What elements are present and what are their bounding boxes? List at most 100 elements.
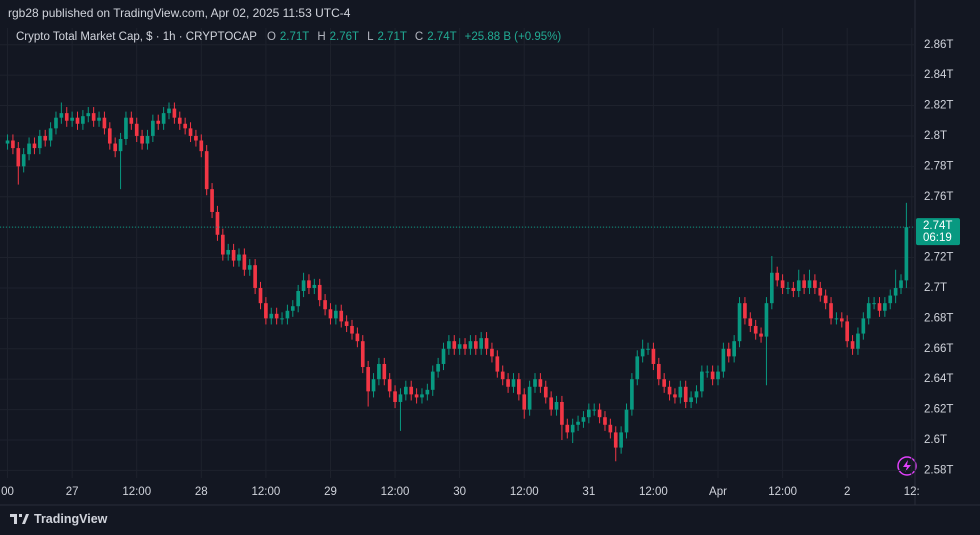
published-note: rgb28 published on TradingView.com, Apr … <box>8 6 351 20</box>
candle-body <box>21 154 26 167</box>
candle-body <box>613 432 618 448</box>
candle-body <box>468 341 473 349</box>
candle-body <box>700 371 704 392</box>
candle-body <box>780 280 785 288</box>
candle-body <box>145 135 150 144</box>
candle-body <box>640 348 645 357</box>
y-tick-label: 2.58T <box>924 464 953 476</box>
candle-body <box>344 321 349 326</box>
candle-body <box>527 386 532 410</box>
y-tick-label: 2.8T <box>924 130 947 142</box>
candle-body <box>220 234 225 255</box>
candle-body <box>447 341 451 349</box>
x-tick-label: 12:00 <box>639 486 668 498</box>
candle-body <box>59 113 64 118</box>
candle-body <box>866 303 871 319</box>
candle-body <box>839 318 844 322</box>
candle-body <box>883 303 887 311</box>
candle-body <box>371 379 376 392</box>
candle-body <box>802 280 806 288</box>
price-tag-countdown: 06:19 <box>923 232 952 244</box>
brand: TradingView <box>10 512 107 526</box>
y-tick-label: 2.84T <box>924 69 953 81</box>
candle-body <box>253 265 257 288</box>
candle-body <box>167 108 171 114</box>
candle-body <box>430 371 435 390</box>
candle-body <box>97 117 101 121</box>
candle-body <box>382 363 387 380</box>
candle-body <box>280 318 284 320</box>
candle-body <box>210 189 214 212</box>
candle-body <box>813 280 817 288</box>
candle-body <box>807 280 812 288</box>
candle-body <box>54 117 58 129</box>
candle-body <box>732 341 736 357</box>
candle-body <box>377 363 381 380</box>
alert-icon[interactable] <box>897 456 917 476</box>
candle-body <box>188 128 193 136</box>
candle-body <box>140 135 144 144</box>
candle-body <box>565 424 570 433</box>
candle-body <box>743 303 747 319</box>
candle-body <box>753 325 758 334</box>
candle-body <box>457 344 462 349</box>
legend-value: 2.71T <box>377 31 407 43</box>
candle-body <box>118 138 123 152</box>
candle-body <box>409 386 414 395</box>
candle-body <box>43 135 48 141</box>
candle-body <box>32 143 37 149</box>
x-tick-label: 27 <box>66 486 79 498</box>
candle-body <box>500 371 505 380</box>
candle-body <box>479 338 484 349</box>
candle-body <box>893 287 898 296</box>
candle-body <box>624 409 629 433</box>
legend-change: +25.88 B (+0.95%) <box>464 31 562 43</box>
y-tick-label: 2.78T <box>924 160 953 172</box>
candle-body <box>904 227 909 281</box>
price-tag-label: 2.74T <box>923 220 952 232</box>
candle-body <box>420 394 424 398</box>
candle-body <box>393 391 397 402</box>
candle-body <box>124 117 128 139</box>
candle-body <box>307 280 311 288</box>
legend-value: 2.74T <box>427 31 457 43</box>
candle-body <box>156 120 161 124</box>
candle-body <box>129 117 134 124</box>
candle-body <box>290 306 295 311</box>
candle-body <box>27 143 31 155</box>
candle-body <box>630 379 634 410</box>
candle-body <box>764 303 769 337</box>
candle-body <box>91 113 96 121</box>
y-tick-label: 2.82T <box>924 100 953 112</box>
candle-body <box>769 272 774 304</box>
candle-body <box>215 211 220 235</box>
candle-body <box>656 363 661 380</box>
candle-body <box>102 117 107 129</box>
candle-body <box>264 303 268 319</box>
candle-body <box>586 409 591 418</box>
candle-body <box>818 287 823 296</box>
candle-body <box>786 287 790 289</box>
x-tick-label: 00 <box>1 486 14 498</box>
candle-body <box>721 348 726 372</box>
symbol-title: Crypto Total Market Cap, $ · 1h · CRYPTO… <box>16 31 257 43</box>
candle-body <box>872 303 876 305</box>
x-tick-label: 30 <box>453 486 466 498</box>
candle-body <box>5 140 10 144</box>
candle-body <box>517 379 521 395</box>
x-tick-label: 2 <box>844 486 850 498</box>
candle-body <box>829 303 833 319</box>
candle-body <box>334 310 338 319</box>
candle-body <box>134 123 139 136</box>
candle-body <box>511 379 516 387</box>
candle-body <box>113 143 118 152</box>
candle-body <box>161 113 166 124</box>
y-tick-label: 2.7T <box>924 282 947 294</box>
alert-icon-bolt <box>903 460 911 472</box>
candle-body <box>570 424 575 433</box>
y-tick-label: 2.86T <box>924 39 953 51</box>
candle-body <box>463 344 467 349</box>
brand-logo <box>10 514 29 524</box>
x-tick-label: 28 <box>195 486 208 498</box>
